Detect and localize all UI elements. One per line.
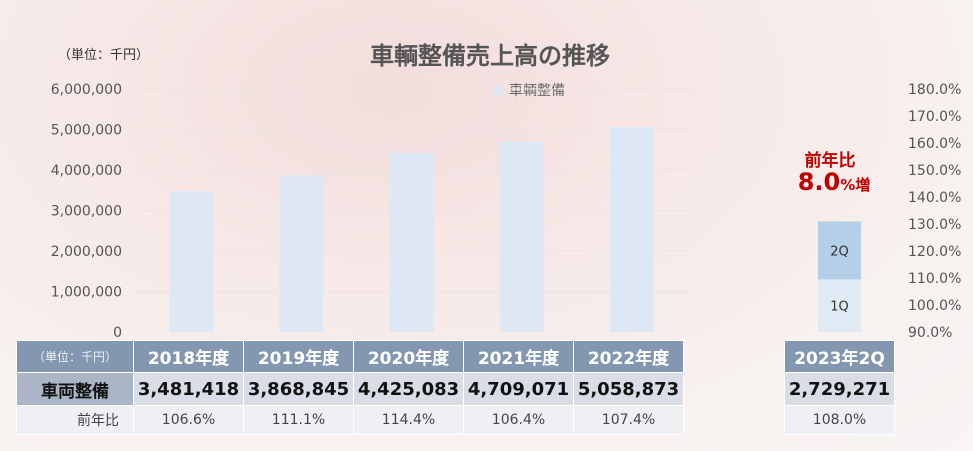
yoy-callout-suffix: %増: [840, 176, 871, 194]
bar: [169, 191, 214, 332]
bar-chart: 0 1,000,000 2,000,000 3,000,000 4,000,000 5,0…: [51, 82, 962, 340]
yoy-callout-value: 8.0%増: [774, 168, 894, 196]
chart-title: 車輌整備売上高の推移: [370, 42, 610, 70]
quarter-yoy-row: 108.0%: [784, 405, 895, 435]
y2-tick-label: 90.0%: [908, 325, 952, 340]
table-value-cell: 4,709,071: [463, 372, 574, 406]
table-value-cell: 4,425,083: [353, 372, 464, 406]
table-yoy-cell: 106.6%: [133, 405, 244, 435]
quarter-value-row: 2,729,271: [784, 372, 895, 406]
quarter-value-cell: 2,729,271: [784, 372, 895, 406]
y2-tick-label: 110.0%: [908, 271, 961, 287]
legend-label: 車輌整備: [509, 83, 565, 99]
stacked-bar-segment: [818, 221, 861, 280]
table-value-cell: 5,058,873: [573, 372, 684, 406]
table-header-row: （単位：千円） 2018年度 2019年度 2020年度 2021年度 2022…: [16, 340, 684, 373]
y-tick-label: 0: [113, 325, 122, 340]
sales-table: （単位：千円） 2018年度 2019年度 2020年度 2021年度 2022…: [16, 340, 684, 435]
y2-tick-label: 120.0%: [908, 244, 961, 260]
table-value-cell: 3,868,845: [243, 372, 354, 406]
table-row-label: 車両整備: [16, 372, 134, 406]
bar: [389, 152, 434, 332]
y2-tick-label: 130.0%: [908, 217, 961, 233]
table-yoy-cell: 106.4%: [463, 405, 574, 435]
yoy-callout-label: 前年比: [804, 151, 856, 171]
y2-tick-label: 160.0%: [908, 136, 961, 152]
y-tick-label: 6,000,000: [51, 82, 122, 98]
y-tick-label: 1,000,000: [51, 285, 122, 301]
table-yoy-cell: 111.1%: [243, 405, 354, 435]
table-year-header: 2019年度: [243, 340, 354, 373]
y-tick-label: 3,000,000: [51, 204, 122, 220]
table-value-cell: 3,481,418: [133, 372, 244, 406]
table-year-header: 2020年度: [353, 340, 464, 373]
table-yoy-cell: 107.4%: [573, 405, 684, 435]
quarter-header-row: 2023年2Q: [784, 340, 895, 373]
y2-tick-label: 100.0%: [908, 298, 961, 314]
table-yoy-cell: 114.4%: [353, 405, 464, 435]
quarter-yoy-cell: 108.0%: [784, 405, 895, 435]
y2-tick-label: 140.0%: [908, 190, 961, 206]
y2-tick-label: 180.0%: [908, 82, 961, 98]
table-unit-header: （単位：千円）: [16, 340, 134, 373]
table-year-header: 2022年度: [573, 340, 684, 373]
y-tick-label: 2,000,000: [51, 244, 122, 260]
bar: [609, 127, 654, 332]
table-yoy-row: 前年比 106.6% 111.1% 114.4% 106.4% 107.4%: [16, 405, 684, 435]
y2-tick-label: 150.0%: [908, 163, 961, 179]
y2-tick-label: 170.0%: [908, 109, 961, 125]
table-row-label: 前年比: [16, 405, 134, 435]
table-year-header: 2021年度: [463, 340, 574, 373]
bar: [499, 141, 544, 332]
unit-label: （単位：千円）: [58, 48, 150, 63]
legend-swatch: [494, 85, 504, 95]
yoy-callout-number: 8.0: [797, 168, 841, 196]
table-year-header: 2018年度: [133, 340, 244, 373]
bar: [279, 175, 324, 332]
stacked-bar-label: 2Q: [830, 244, 849, 259]
quarter-table: 2023年2Q 2,729,271 108.0%: [784, 340, 895, 435]
chart-legend: 車輌整備: [494, 80, 565, 100]
stacked-bar-segment: [818, 279, 861, 332]
stacked-bar-label: 1Q: [830, 300, 849, 315]
y-tick-label: 5,000,000: [51, 123, 122, 139]
quarter-header: 2023年2Q: [784, 340, 895, 373]
table-value-row: 車両整備 3,481,418 3,868,845 4,425,083 4,709…: [16, 372, 684, 406]
y-tick-label: 4,000,000: [51, 163, 122, 179]
